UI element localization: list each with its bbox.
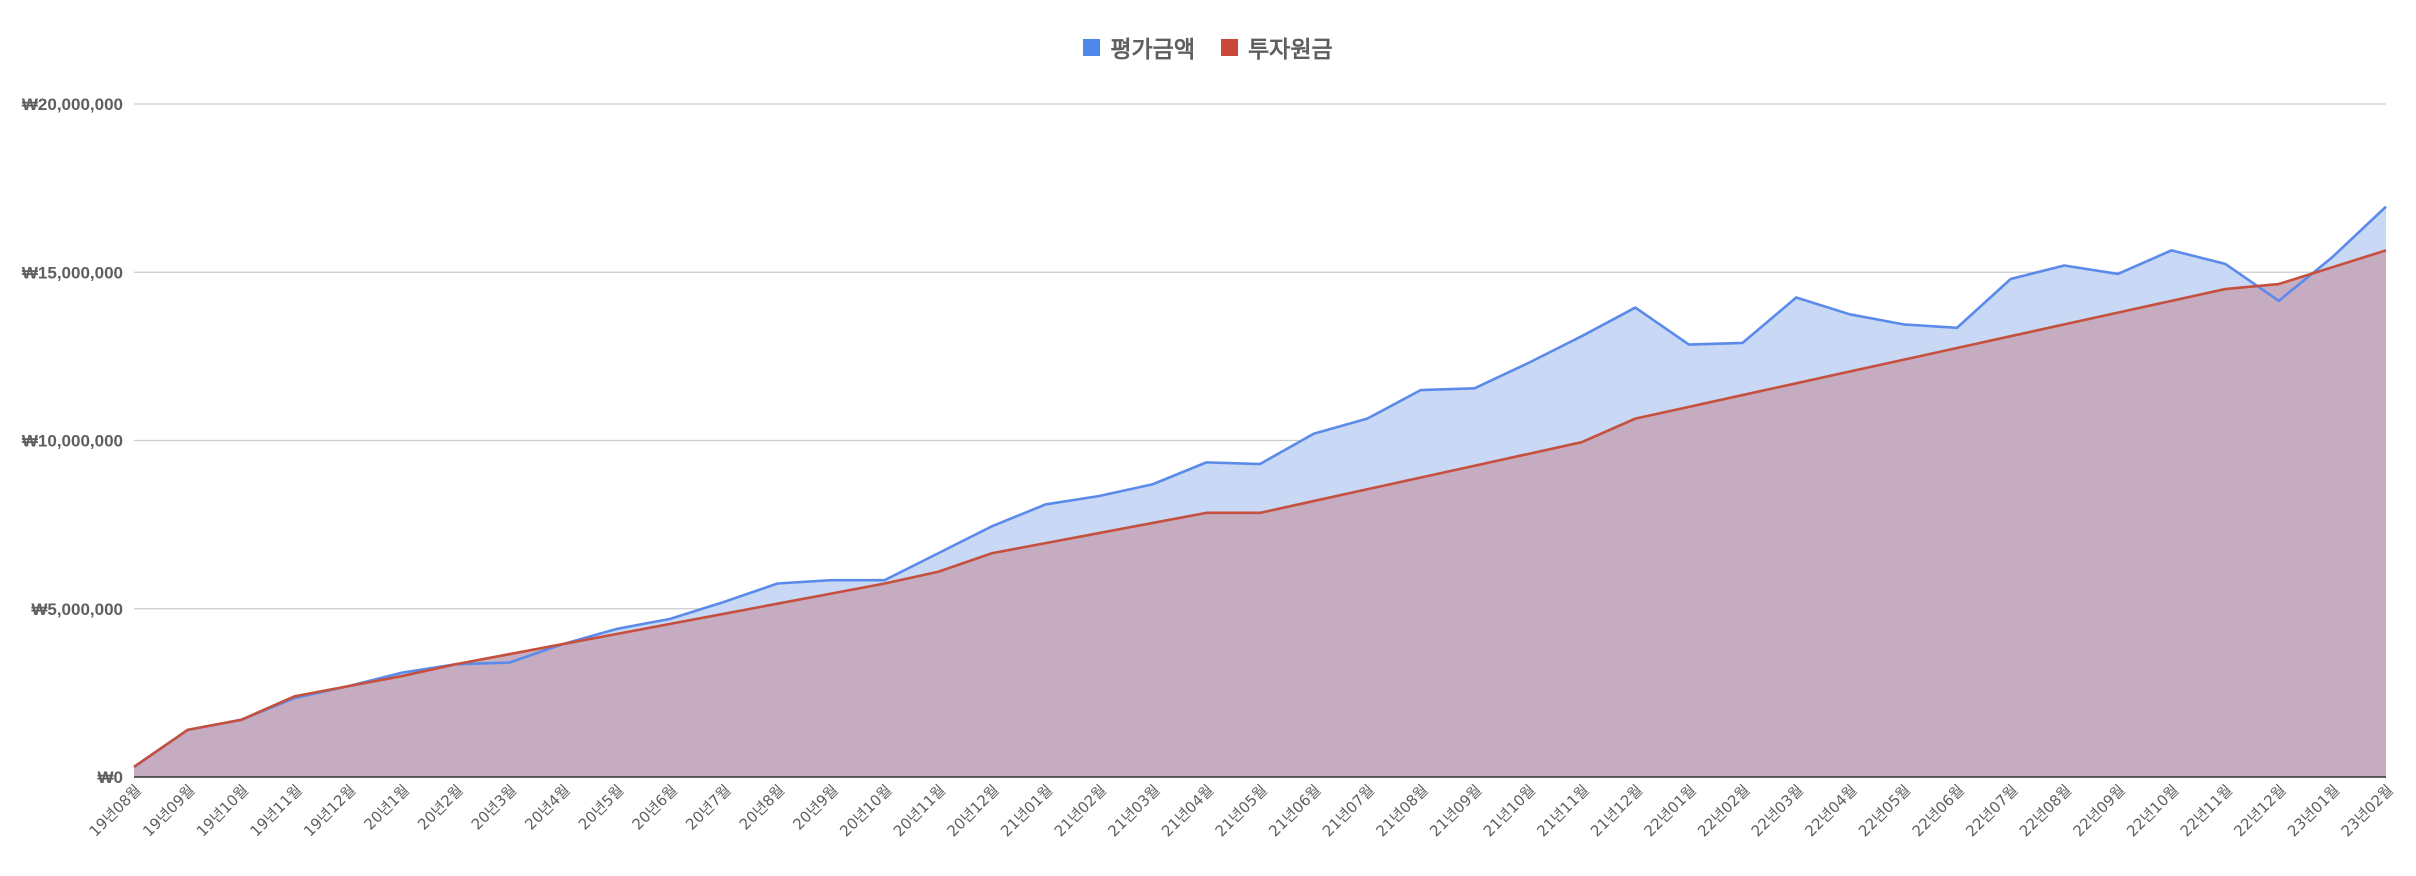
legend: 평가금액 투자원금	[0, 30, 2416, 64]
legend-item-series-1[interactable]: 평가금액	[1083, 30, 1195, 64]
x-tick-label: 21년05월	[1212, 781, 1271, 840]
y-tick-label: ₩5,000,000	[31, 600, 123, 619]
x-tick-label: 21년08월	[1372, 781, 1431, 840]
x-tick-label: 21년10월	[1480, 781, 1539, 840]
x-tick-label: 21년12월	[1587, 781, 1646, 840]
x-tick-label: 19년10월	[193, 781, 252, 840]
x-tick-label: 19년08월	[86, 781, 145, 840]
x-tick-label: 22년12월	[2230, 781, 2289, 840]
legend-label-series-2: 투자원금	[1248, 37, 1333, 63]
x-tick-label: 23년01월	[2284, 781, 2343, 840]
x-tick-label: 21년01월	[997, 781, 1056, 840]
x-tick-label: 21년07월	[1319, 781, 1378, 840]
x-tick-label: 22년04월	[1801, 781, 1860, 840]
x-tick-label: 22년08월	[2016, 781, 2075, 840]
y-tick-label: ₩15,000,000	[22, 263, 123, 282]
x-tick-label: 22년01월	[1641, 781, 1700, 840]
x-tick-label: 20년5월	[575, 781, 627, 833]
x-tick-label: 20년11월	[890, 781, 949, 840]
x-tick-label: 20년7월	[682, 781, 734, 833]
x-tick-label: 22년10월	[2123, 781, 2182, 840]
x-tick-label: 20년2월	[414, 781, 466, 833]
x-tick-label: 22년11월	[2177, 781, 2236, 840]
x-tick-label: 20년8월	[736, 781, 788, 833]
y-tick-label: ₩10,000,000	[22, 432, 123, 451]
x-tick-label: 22년07월	[1962, 781, 2021, 840]
x-tick-label: 20년9월	[789, 781, 841, 833]
x-tick-label: 19년11월	[246, 781, 305, 840]
x-tick-label: 21년11월	[1533, 781, 1592, 840]
x-tick-label: 22년09월	[2069, 781, 2128, 840]
x-tick-label: 20년10월	[836, 781, 895, 840]
x-tick-label: 22년02월	[1694, 781, 1753, 840]
x-tick-label: 20년4월	[521, 781, 573, 833]
y-tick-label: ₩20,000,000	[22, 95, 123, 114]
x-tick-label: 23년02월	[2338, 781, 2397, 840]
x-tick-label: 20년6월	[629, 781, 681, 833]
series-areas	[134, 206, 2386, 777]
x-tick-label: 21년09월	[1426, 781, 1485, 840]
x-tick-label: 22년05월	[1855, 781, 1914, 840]
x-tick-label: 19년09월	[139, 781, 198, 840]
x-tick-label: 20년3월	[468, 781, 520, 833]
x-tick-label: 22년03월	[1748, 781, 1807, 840]
legend-swatch-series-1	[1083, 38, 1101, 56]
legend-swatch-series-2	[1221, 38, 1238, 56]
x-tick-label: 19년12월	[300, 781, 359, 840]
y-tick-label: ₩0	[98, 768, 124, 787]
x-tick-label: 21년04월	[1158, 781, 1217, 840]
x-tick-label: 21년02월	[1051, 781, 1110, 840]
series-line-2[interactable]	[133, 249, 2387, 768]
x-tick-label: 20년12월	[943, 781, 1002, 840]
y-axis: ₩0 ₩5,000,000 ₩10,000,000 ₩15,000,000 ₩20,00…	[22, 95, 123, 787]
x-tick-label: 22년06월	[1909, 781, 1968, 840]
series-line-1[interactable]	[133, 205, 2387, 768]
x-tick-label: 21년06월	[1265, 781, 1324, 840]
x-tick-label: 20년1월	[360, 781, 412, 833]
x-tick-label: 21년03월	[1104, 781, 1163, 840]
legend-label-series-1: 평가금액	[1110, 37, 1195, 63]
legend-item-series-2[interactable]: 투자원금	[1221, 30, 1333, 64]
series-lines	[133, 205, 2387, 768]
